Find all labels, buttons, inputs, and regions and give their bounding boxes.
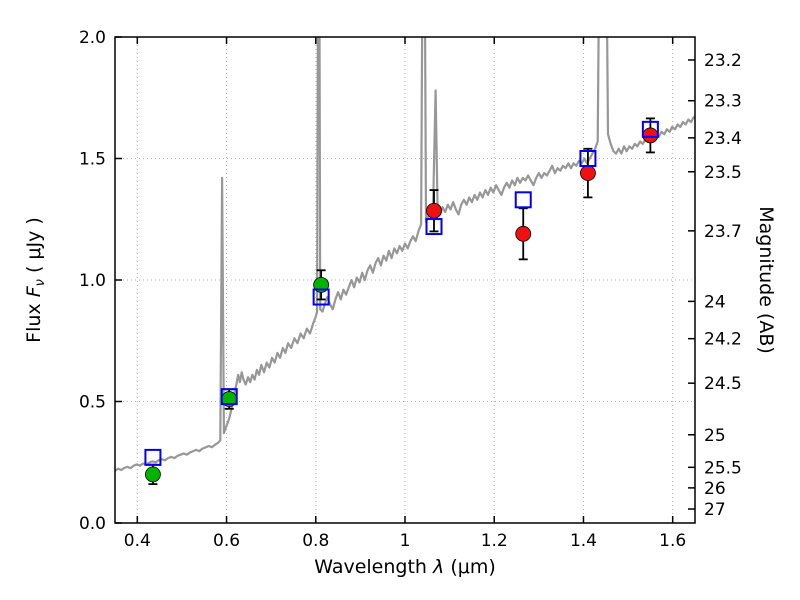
model-photometry-group [144,120,659,466]
magnitude-tick-label: 25.5 [704,458,742,478]
x-axis-label-symbol: λ [433,556,445,578]
flux-tick-label: 2.0 [79,28,106,48]
x-tick-label: 1.6 [659,531,686,551]
x-tick-label: 0.4 [124,531,151,551]
flux-tick-label: 0.5 [79,393,106,413]
magnitude-tick-label: 23.7 [704,222,742,242]
magnitude-tick-label: 27 [704,500,726,520]
model-photometry-marker [220,388,238,406]
observed-photometry-optical-marker [145,466,161,483]
flux-label-unit: ( μJy ) [23,217,45,274]
magnitude-tick-label: 24.5 [704,374,742,394]
model-photometry-marker [641,120,659,138]
model-photometry-marker [144,448,162,466]
model-photometry-marker [312,288,330,306]
x-tick-label: 0.8 [302,531,329,551]
flux-tick-label: 0.0 [79,514,106,534]
observed-photometry-infrared-marker [580,165,596,181]
y-axis-label-magnitude: Magnitude (AB) [755,206,777,354]
magnitude-tick-label: 23.3 [704,92,742,112]
model-spectrum-line [115,37,695,472]
magnitude-tick-label: 23.4 [704,129,742,149]
x-tick-label: 1 [400,531,411,551]
tick-marks [115,36,695,524]
observed-photometry-infrared-marker [426,202,442,219]
magnitude-tick-label: 23.2 [704,51,742,71]
x-axis-label-word: Wavelength [314,556,427,578]
flux-tick-label: 1.5 [79,150,106,170]
magnitude-tick-label: 25 [704,426,726,446]
x-tick-label: 1.2 [481,531,508,551]
observed-photometry-infrared-group [426,117,659,261]
model-photometry-marker [579,150,597,167]
magnitude-tick-label: 26 [704,479,726,499]
x-tick-label: 0.6 [213,531,240,551]
y-axis-label-flux: Flux Fν ( μJy ) [23,217,48,343]
magnitude-tick-label: 23.5 [704,163,742,183]
flux-label-word: Flux [23,303,45,343]
model-photometry-marker [425,218,443,236]
flux-tick-label: 1.0 [79,271,106,291]
observed-photometry-infrared-marker [642,127,659,144]
observed-photometry-infrared-marker [515,225,532,242]
flux-label-symbol: F [23,286,45,298]
x-tick-label: 1.4 [570,531,597,551]
magnitude-tick-label: 24 [704,292,726,312]
x-axis-label-unit: (μm) [450,556,496,578]
flux-label-subscript: ν [33,279,48,287]
model-photometry-marker [514,191,532,209]
x-axis-label: Wavelength λ (μm) [115,556,695,578]
magnitude-tick-label: 24.2 [704,330,742,350]
magnitude-label-text: Magnitude (AB) [755,206,777,354]
